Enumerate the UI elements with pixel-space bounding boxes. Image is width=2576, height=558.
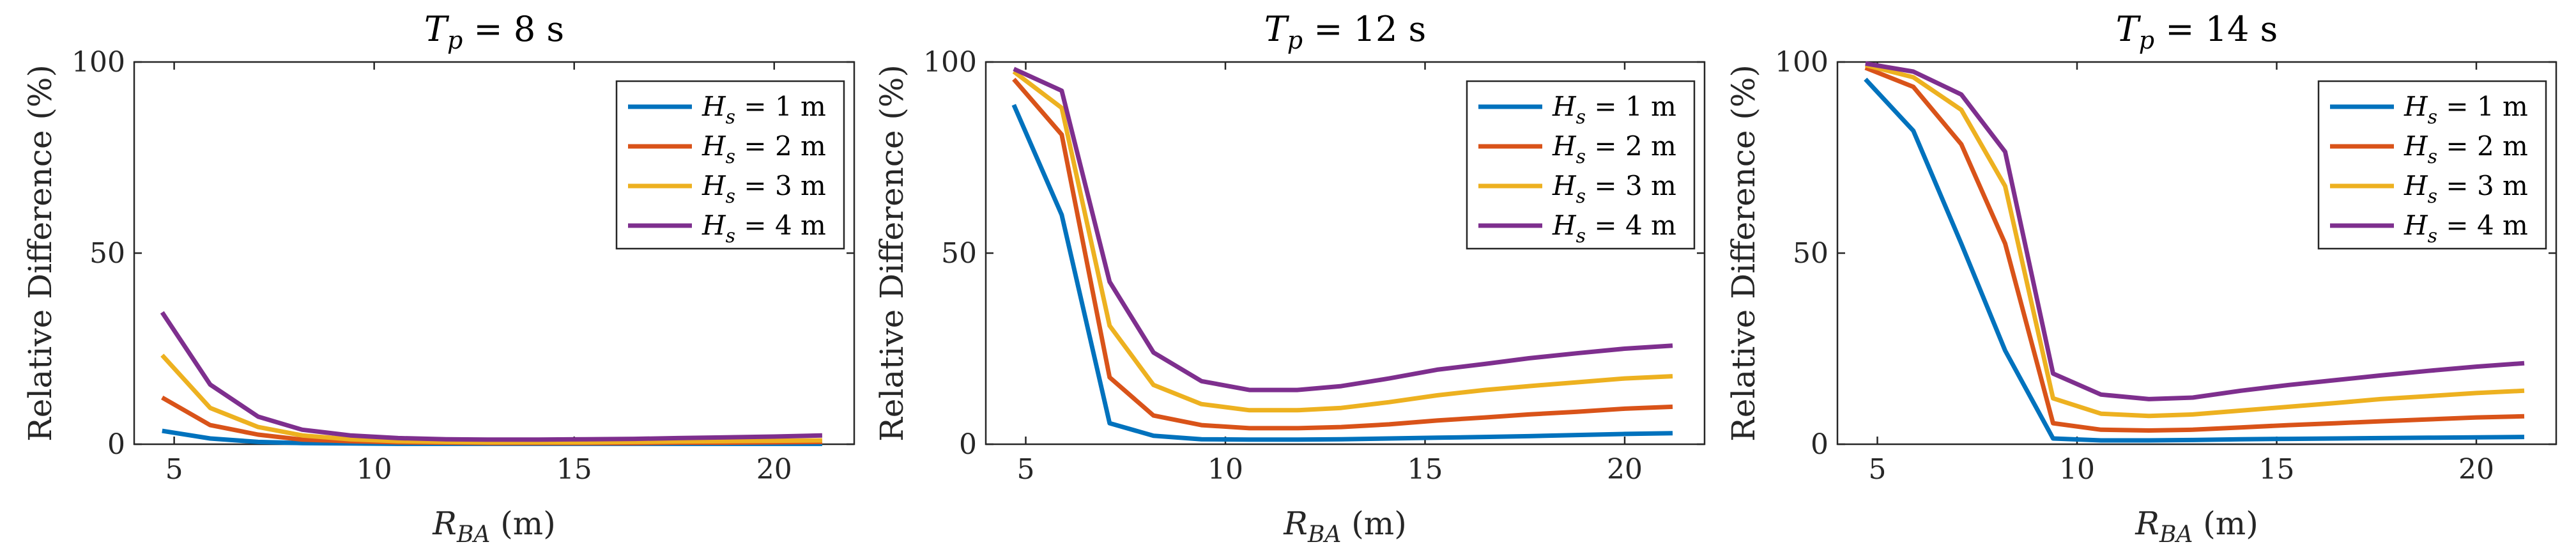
- legend-box: [2317, 80, 2547, 250]
- legend: Hs = 1 mHs = 2 mHs = 3 mHs = 4 m: [2317, 80, 2547, 250]
- legend: Hs = 1 mHs = 2 mHs = 3 mHs = 4 m: [615, 80, 845, 250]
- x-axis-label: RBA (m): [432, 505, 555, 548]
- x-tick-label: 5: [1017, 453, 1035, 486]
- chart-panel-2: 5 10 15 20 0 50 100 Tp = 12 s RBA (m) Relative Di…: [873, 9, 1706, 548]
- y-axis-label: Relative Difference (%): [22, 65, 59, 442]
- legend-entry-label: Hs = 4 m: [702, 210, 826, 247]
- chart-title: Tp = 12 s: [1264, 9, 1427, 54]
- legend-entry-label: Hs = 2 m: [1552, 130, 1676, 168]
- legend-box: [615, 80, 845, 250]
- y-axis-label: Relative Difference (%): [873, 65, 910, 442]
- legend-entry-label: Hs = 1 m: [2404, 91, 2528, 128]
- y-tick-label: 50: [1793, 237, 1828, 270]
- y-tick-label: 50: [941, 237, 977, 270]
- series-line-hs-1m: [1011, 104, 1673, 442]
- x-tick-label: 5: [165, 453, 183, 486]
- legend-entry-label: Hs = 3 m: [702, 170, 826, 208]
- legend-entry-label: Hs = 1 m: [1552, 91, 1676, 128]
- x-tick-label: 15: [2259, 453, 2295, 486]
- legend: Hs = 1 mHs = 2 mHs = 3 mHs = 4 m: [1466, 80, 1696, 250]
- legend-entry-label: Hs = 3 m: [1552, 170, 1676, 208]
- y-tick-label: 100: [923, 46, 977, 79]
- legend-entry-label: Hs = 4 m: [1552, 210, 1676, 247]
- x-tick-label: 20: [756, 453, 792, 486]
- x-axis-label: RBA (m): [2135, 505, 2258, 548]
- y-tick-label: 50: [89, 237, 125, 270]
- y-tick-label: 0: [1811, 428, 1828, 461]
- legend-entry-label: Hs = 2 m: [702, 130, 826, 168]
- legend-entry-label: Hs = 1 m: [702, 91, 826, 128]
- series-line-hs-4m: [1865, 61, 2525, 401]
- series-line-hs-1m: [1864, 77, 2525, 443]
- series-line-hs-4m: [1013, 66, 1673, 392]
- x-axis-label: RBA (m): [1283, 505, 1406, 548]
- series-line-hs-2m: [1012, 77, 1673, 431]
- legend-entry-label: Hs = 3 m: [2404, 170, 2528, 208]
- x-tick-label: 20: [2458, 453, 2494, 486]
- x-tick-label: 20: [1607, 453, 1643, 486]
- chart-panel-3: 5 10 15 20 0 50 100 Tp = 14 s RBA (m) Relative Di…: [1725, 9, 2557, 548]
- y-tick-label: 0: [107, 428, 125, 461]
- x-tick-label: 15: [1407, 453, 1443, 486]
- chart-panel-1: 5 10 15 20 0 50 100 Tp = 8 s RBA (m) Relative Dif…: [22, 9, 855, 548]
- y-axis-label: Relative Difference (%): [1725, 65, 1762, 442]
- legend-entry-label: Hs = 4 m: [2404, 210, 2528, 247]
- series-line-hs-4m: [160, 311, 822, 442]
- x-tick-label: 10: [2059, 453, 2095, 486]
- chart-title: Tp = 8 s: [424, 9, 564, 54]
- x-tick-label: 10: [356, 453, 392, 486]
- series-line-hs-2m: [1864, 65, 2525, 433]
- series-line-hs-3m: [160, 353, 822, 445]
- x-tick-label: 5: [1869, 453, 1887, 486]
- legend-box: [1466, 80, 1696, 250]
- chart-title: Tp = 14 s: [2116, 9, 2278, 54]
- legend-entry-label: Hs = 2 m: [2404, 130, 2528, 168]
- y-tick-label: 100: [72, 46, 125, 79]
- x-tick-label: 15: [556, 453, 592, 486]
- y-tick-label: 100: [1775, 46, 1828, 79]
- series-line-hs-3m: [1864, 63, 2525, 419]
- y-tick-label: 0: [959, 428, 977, 461]
- x-tick-label: 10: [1208, 453, 1243, 486]
- series-line-hs-3m: [1012, 70, 1673, 413]
